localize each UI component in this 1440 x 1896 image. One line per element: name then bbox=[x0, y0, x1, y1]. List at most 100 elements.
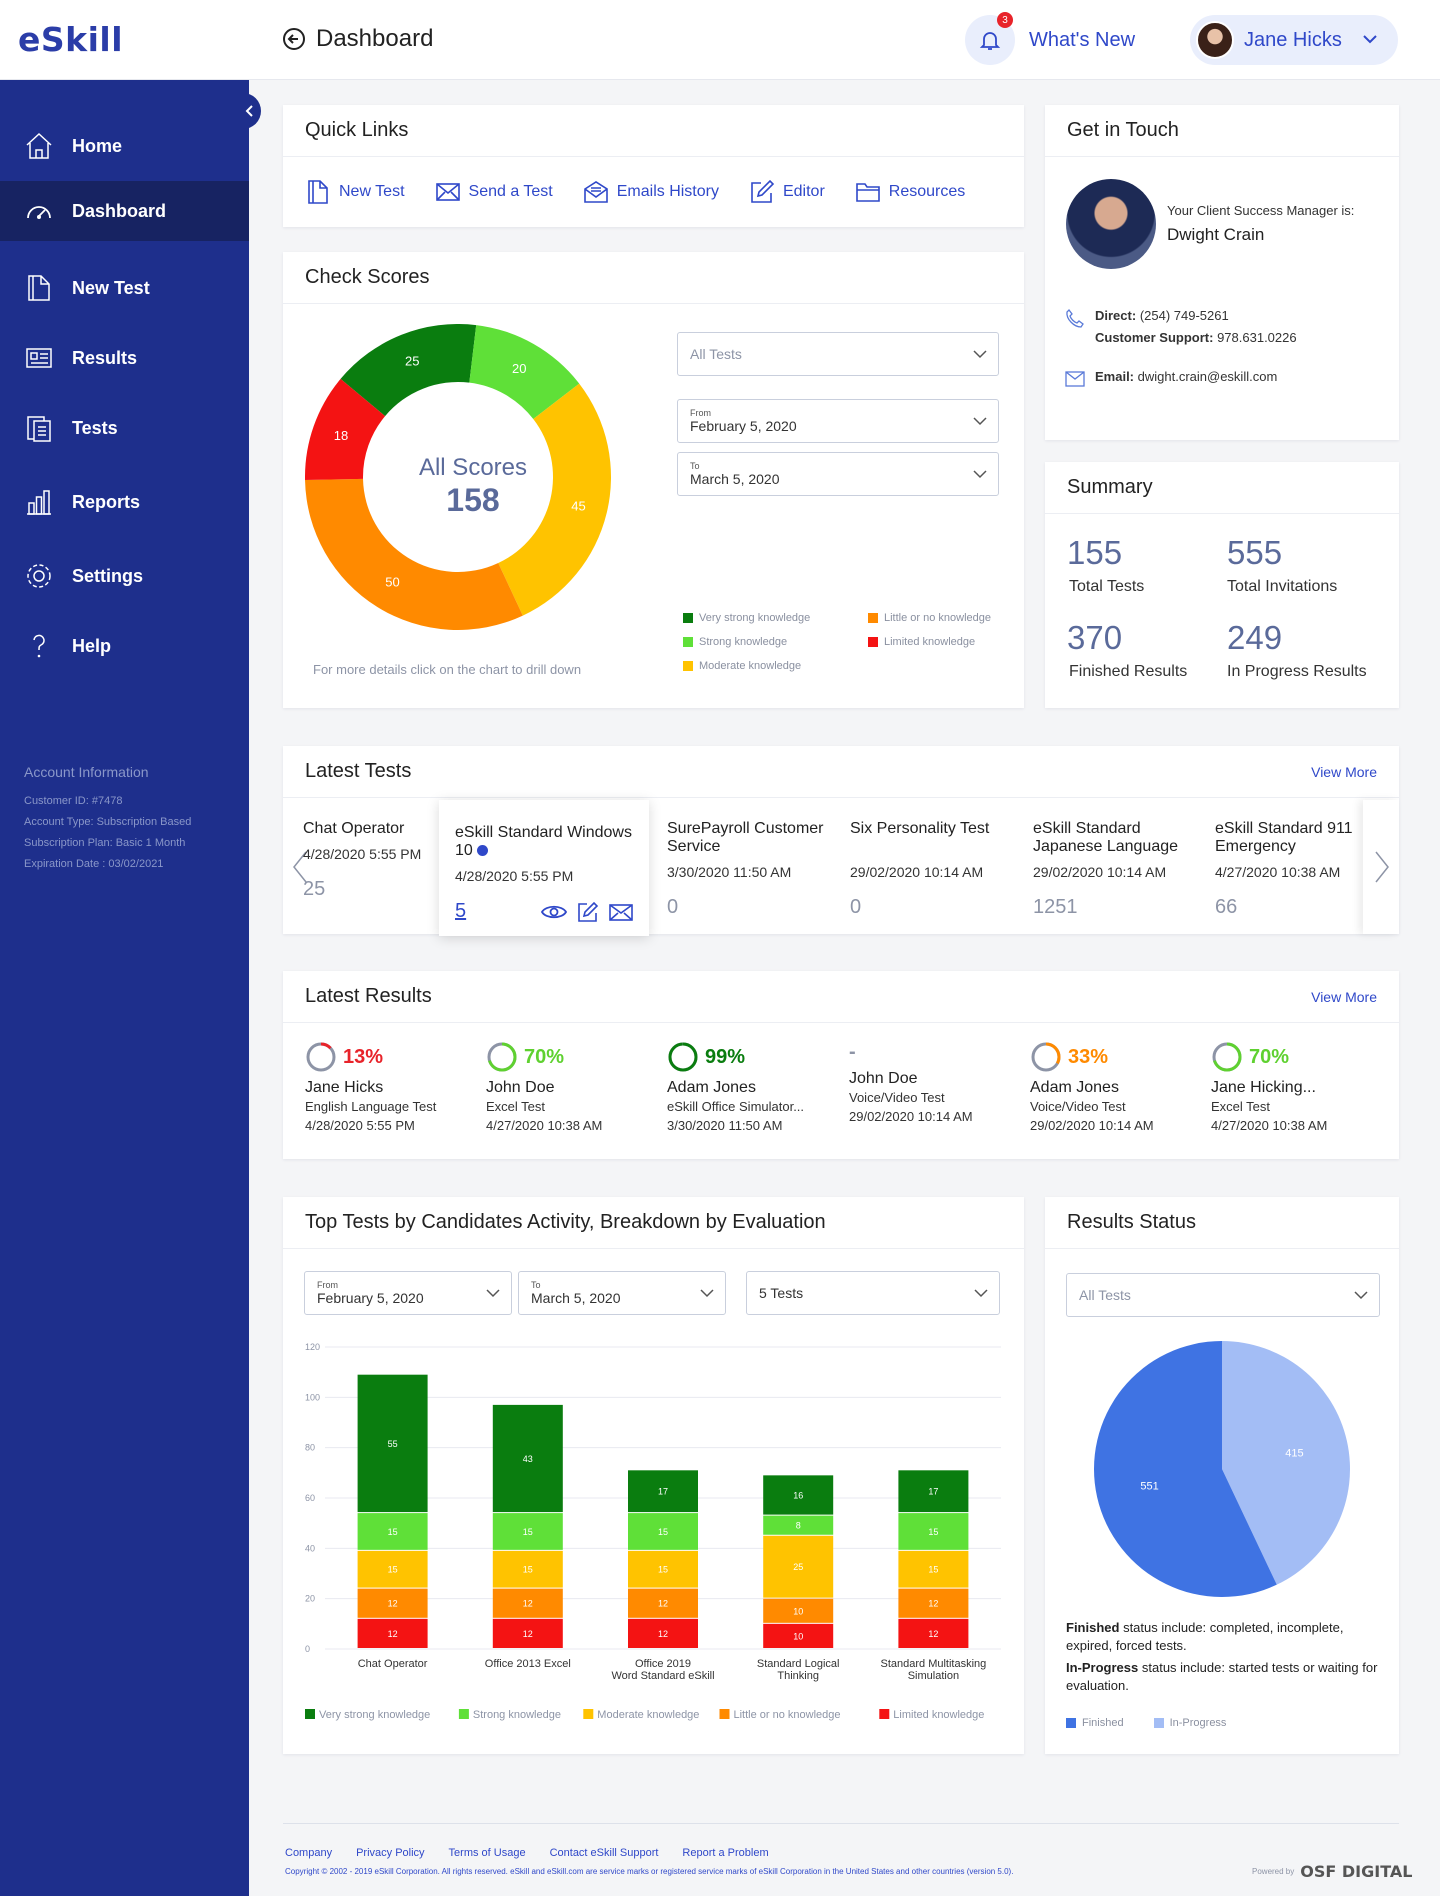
bar-segment[interactable] bbox=[492, 1513, 563, 1550]
donut-slice[interactable] bbox=[305, 478, 523, 630]
bar-segment[interactable] bbox=[898, 1618, 969, 1648]
sidebar-item-settings[interactable]: Settings bbox=[0, 546, 249, 606]
result-item[interactable]: 13% Jane Hicks English Language Test 4/28/2… bbox=[305, 1041, 485, 1135]
results-test-select[interactable]: All Tests bbox=[1066, 1273, 1380, 1317]
view-more-link[interactable]: View More bbox=[1311, 988, 1377, 1005]
sidebar-item-results[interactable]: Results bbox=[0, 328, 249, 388]
sidebar-item-new-test[interactable]: New Test bbox=[0, 258, 249, 318]
sidebar-item-home[interactable]: Home bbox=[0, 116, 249, 176]
quick-link-emails-history[interactable]: Emails History bbox=[583, 179, 719, 205]
info-icon[interactable] bbox=[477, 845, 489, 857]
donut-slice[interactable] bbox=[305, 378, 386, 481]
bar-segment[interactable] bbox=[763, 1623, 834, 1648]
to-date-select[interactable]: To March 5, 2020 bbox=[518, 1271, 726, 1315]
sidebar-item-label: Help bbox=[72, 635, 112, 656]
osf-digital-logo[interactable]: OSF DIGITAL bbox=[1300, 1862, 1413, 1881]
direct-phone[interactable]: (254) 749-5261 bbox=[1139, 308, 1229, 323]
test-select[interactable]: All Tests bbox=[677, 332, 999, 376]
from-date-select[interactable]: From February 5, 2020 bbox=[304, 1271, 512, 1315]
from-date-select[interactable]: From February 5, 2020 bbox=[677, 399, 999, 443]
footer-link-company[interactable]: Company bbox=[285, 1847, 333, 1859]
bar-segment[interactable] bbox=[763, 1598, 834, 1623]
sidebar-item-label: Reports bbox=[72, 491, 141, 512]
test-card[interactable]: eSkill Standard 911 Emergency 4/27/2020 … bbox=[1215, 820, 1375, 919]
quick-link-resources[interactable]: Resources bbox=[855, 179, 965, 205]
pie-slice[interactable] bbox=[1094, 1341, 1277, 1597]
donut-slice[interactable] bbox=[498, 383, 611, 616]
scores-donut-chart[interactable]: 25 20 45 50 18 bbox=[305, 324, 625, 654]
bar-segment[interactable] bbox=[763, 1475, 834, 1515]
donut-slice[interactable] bbox=[469, 325, 580, 420]
footer-link-support[interactable]: Contact eSkill Support bbox=[549, 1847, 659, 1859]
bar-segment[interactable] bbox=[357, 1374, 428, 1513]
bar-segment[interactable] bbox=[628, 1470, 698, 1513]
bar-segment[interactable] bbox=[357, 1588, 428, 1618]
quick-link-new-test[interactable]: New Test bbox=[305, 179, 405, 205]
bar-segment[interactable] bbox=[763, 1535, 834, 1598]
sidebar-item-label: Tests bbox=[72, 417, 118, 438]
test-card[interactable]: Six Personality Test 29/02/2020 10:14 AM… bbox=[850, 820, 1020, 919]
scores-legend: Very strong knowledge Little or no knowl… bbox=[683, 612, 1008, 672]
bar-segment[interactable] bbox=[628, 1588, 698, 1618]
support-phone[interactable]: 978.631.0226 bbox=[1217, 330, 1297, 345]
donut-slice[interactable] bbox=[340, 324, 477, 417]
envelope-icon bbox=[435, 183, 460, 201]
bar-segment[interactable] bbox=[898, 1470, 969, 1513]
result-item[interactable]: - John Doe Voice/Video Test 29/02/2020 10:1… bbox=[849, 1041, 1029, 1126]
whats-new-label[interactable]: What's New bbox=[1029, 28, 1136, 51]
bar-segment[interactable] bbox=[357, 1618, 428, 1648]
back-arrow-icon[interactable] bbox=[282, 27, 306, 51]
result-item[interactable]: 33% Adam Jones Voice/Video Test 29/02/2020 … bbox=[1030, 1041, 1210, 1135]
view-more-link[interactable]: View More bbox=[1311, 763, 1377, 780]
view-eye-icon[interactable] bbox=[541, 902, 567, 922]
top-tests-bar-chart[interactable]: 0 20 40 60 80 100 120 12 12 15 15 55 Chat Operator 12… bbox=[283, 1337, 1024, 1797]
bar-segment[interactable] bbox=[357, 1513, 428, 1550]
bar-segment[interactable] bbox=[492, 1618, 563, 1648]
eskill-logo[interactable]: eSkill bbox=[18, 20, 124, 59]
user-menu[interactable]: Jane Hicks bbox=[1190, 15, 1398, 65]
results-status-card: Results Status All Tests 415 551 Finished… bbox=[1045, 1197, 1399, 1754]
carousel-next-button[interactable] bbox=[1363, 800, 1399, 934]
test-card-selected[interactable]: eSkill Standard Windows 10 4/28/2020 5:5… bbox=[439, 800, 649, 936]
bar-segment[interactable] bbox=[898, 1588, 969, 1618]
sidebar-collapse-button[interactable] bbox=[237, 93, 261, 129]
quick-link-send-test[interactable]: Send a Test bbox=[435, 179, 553, 205]
csm-email[interactable]: dwight.crain@eskill.com bbox=[1137, 369, 1278, 384]
footer-link-privacy[interactable]: Privacy Policy bbox=[356, 1847, 425, 1859]
result-item[interactable]: 70% Jane Hicking... Excel Test 4/27/2020 10… bbox=[1211, 1041, 1391, 1135]
sidebar-item-tests[interactable]: Tests bbox=[0, 398, 249, 458]
envelope-icon[interactable] bbox=[609, 902, 633, 922]
test-count-link[interactable]: 5 bbox=[455, 900, 467, 922]
bar-segment[interactable] bbox=[628, 1513, 698, 1550]
bar-segment[interactable] bbox=[628, 1550, 698, 1588]
pie-slice[interactable] bbox=[1222, 1341, 1350, 1585]
whats-new[interactable]: 3 What's New bbox=[965, 12, 1136, 65]
bar-segment[interactable] bbox=[492, 1404, 563, 1513]
bar-value-label: 15 bbox=[388, 1527, 398, 1537]
carousel-prev-icon[interactable] bbox=[291, 850, 309, 884]
quick-link-editor[interactable]: Editor bbox=[749, 179, 825, 205]
donut-slice-label: 18 bbox=[334, 428, 348, 443]
footer-link-report[interactable]: Report a Problem bbox=[682, 1847, 769, 1859]
test-card[interactable]: Chat Operator 4/28/2020 5:55 PM 25 bbox=[303, 820, 473, 901]
edit-icon[interactable] bbox=[577, 901, 599, 923]
bar-segment[interactable] bbox=[492, 1588, 563, 1618]
result-item[interactable]: 99% Adam Jones eSkill Office Simulator... 3… bbox=[667, 1041, 847, 1135]
bar-segment[interactable] bbox=[898, 1550, 969, 1588]
notifications-button[interactable]: 3 bbox=[965, 12, 1015, 65]
sidebar-item-reports[interactable]: Reports bbox=[0, 472, 249, 532]
bar-segment[interactable] bbox=[492, 1550, 563, 1588]
bar-segment[interactable] bbox=[898, 1513, 969, 1550]
tests-count-select[interactable]: 5 Tests bbox=[746, 1271, 1000, 1315]
results-status-pie-chart[interactable]: 415 551 bbox=[1045, 1337, 1399, 1617]
to-date-select[interactable]: To March 5, 2020 bbox=[677, 452, 999, 496]
test-card[interactable]: SurePayroll Customer Service 3/30/2020 1… bbox=[667, 820, 837, 919]
bar-segment[interactable] bbox=[763, 1515, 834, 1535]
sidebar-item-dashboard[interactable]: Dashboard bbox=[0, 181, 249, 241]
result-item[interactable]: 70% John Doe Excel Test 4/27/2020 10:38 AM bbox=[486, 1041, 666, 1135]
sidebar-item-help[interactable]: Help bbox=[0, 616, 249, 676]
test-card[interactable]: eSkill Standard Japanese Language 29/02/… bbox=[1033, 820, 1203, 919]
bar-segment[interactable] bbox=[628, 1618, 698, 1648]
bar-segment[interactable] bbox=[357, 1550, 428, 1588]
footer-link-terms[interactable]: Terms of Usage bbox=[448, 1847, 526, 1859]
